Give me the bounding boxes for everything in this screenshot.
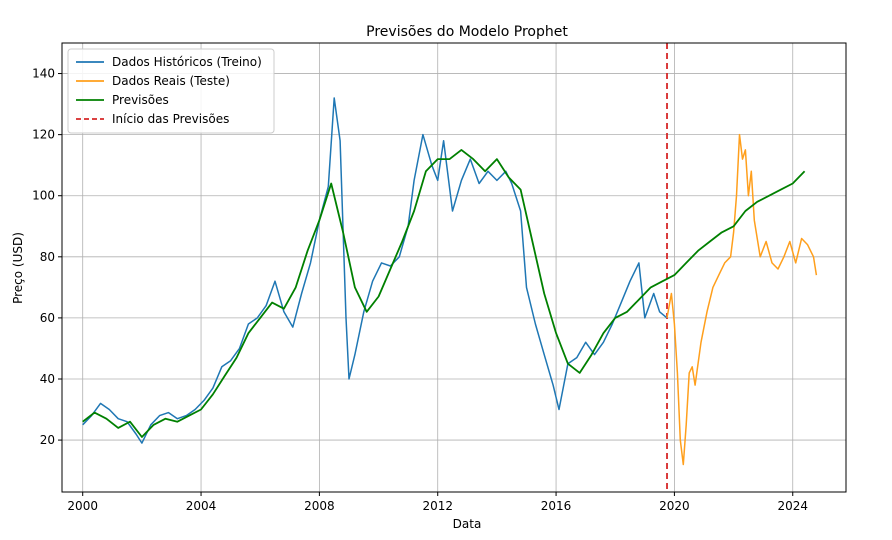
x-tick-label: 2016 bbox=[541, 499, 572, 513]
chart-title: Previsões do Modelo Prophet bbox=[366, 24, 568, 40]
x-axis-label: Data bbox=[453, 517, 482, 531]
grid bbox=[62, 43, 846, 492]
series-line-2 bbox=[666, 133, 818, 466]
y-tick-label: 20 bbox=[40, 433, 55, 447]
series-layer bbox=[82, 97, 818, 466]
y-tick-label: 120 bbox=[32, 128, 55, 142]
y-tick-label: 40 bbox=[40, 372, 55, 386]
series-line-3 bbox=[82, 148, 806, 438]
x-tick-label: 2020 bbox=[659, 499, 690, 513]
y-tick-label: 100 bbox=[32, 189, 55, 203]
y-tick-label: 140 bbox=[32, 67, 55, 81]
x-tick-label: 2000 bbox=[67, 499, 98, 513]
x-tick-label: 2012 bbox=[422, 499, 453, 513]
x-tick-label: 2004 bbox=[186, 499, 217, 513]
x-tick-label: 2024 bbox=[777, 499, 808, 513]
series-line-1 bbox=[82, 97, 668, 444]
legend-entry-label: Dados Históricos (Treino) bbox=[112, 55, 262, 69]
x-tick-label: 2008 bbox=[304, 499, 335, 513]
plot-frame bbox=[61, 42, 847, 493]
legend-box bbox=[67, 48, 275, 134]
legend-entry-label: Previsões bbox=[112, 93, 169, 107]
y-tick-label: 80 bbox=[40, 250, 55, 264]
y-tick-label: 60 bbox=[40, 311, 55, 325]
legend-entry-label: Dados Reais (Teste) bbox=[112, 74, 230, 88]
ticks: 2000 2004 2008 2012 2016 2020 2024 20 40 60 80 100 1… bbox=[32, 67, 808, 513]
legend-entry-label: Início das Previsões bbox=[112, 112, 229, 126]
legend: Dados Históricos (Treino) Dados Reais (Te… bbox=[67, 48, 275, 134]
y-axis-label: Preço (USD) bbox=[11, 232, 25, 304]
